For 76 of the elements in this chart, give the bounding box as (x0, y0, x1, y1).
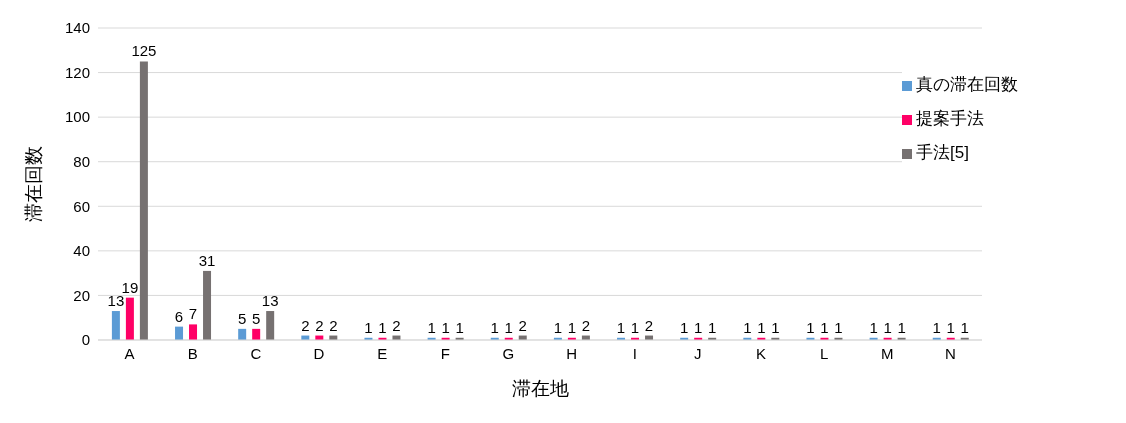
data-label: 1 (708, 318, 717, 336)
y-tick-label: 120 (64, 63, 90, 81)
bar (189, 324, 198, 340)
data-label: 1 (932, 318, 941, 336)
data-label: 1 (694, 318, 703, 336)
y-tick-label: 100 (64, 108, 90, 126)
data-label: 1 (897, 318, 906, 336)
x-tick-label: J (694, 344, 702, 362)
y-tick-label: 20 (73, 286, 90, 304)
data-label: 5 (238, 309, 247, 327)
bar (252, 328, 261, 340)
data-label: 1 (743, 318, 752, 336)
x-tick-label: D (313, 344, 325, 362)
x-tick-label: B (187, 344, 198, 362)
x-tick-label: F (440, 344, 450, 362)
bar (266, 311, 275, 340)
data-label: 1 (616, 318, 626, 336)
bar (111, 311, 120, 340)
y-tick-label: 140 (64, 19, 90, 37)
x-tick-label: E (377, 344, 388, 362)
x-tick-label: A (124, 344, 135, 362)
x-tick-label: I (632, 344, 637, 362)
x-tick-label: L (819, 344, 829, 362)
data-label: 2 (392, 316, 401, 334)
data-label: 1 (630, 318, 640, 336)
x-axis-title: 滞在地 (511, 378, 569, 399)
data-label: 1 (378, 318, 387, 336)
bar (175, 326, 184, 340)
y-tick-label: 80 (73, 153, 90, 171)
x-tick-label: K (755, 344, 767, 362)
data-label: 2 (315, 316, 324, 334)
y-axis-title: 滞在回数 (22, 146, 44, 222)
data-label: 1 (806, 318, 815, 336)
bar (139, 61, 148, 340)
y-tick-label: 40 (73, 242, 90, 260)
data-label: 6 (174, 307, 184, 325)
y-tick-label: 0 (81, 331, 90, 349)
data-label: 2 (518, 316, 527, 334)
data-label: 1 (820, 318, 829, 336)
data-label: 1 (567, 318, 577, 336)
legend-label: 真の滞在回数 (916, 75, 1018, 94)
data-label: 5 (252, 309, 261, 327)
y-tick-label: 60 (73, 197, 90, 215)
data-label: 7 (188, 305, 198, 323)
x-tick-label: G (502, 344, 515, 362)
bar (203, 270, 212, 340)
data-label: 2 (581, 316, 591, 334)
data-label: 1 (771, 318, 780, 336)
data-label: 1 (680, 318, 689, 336)
data-label: 1 (960, 318, 969, 336)
legend-label: 手法[5] (916, 143, 969, 162)
data-label: 1 (364, 318, 373, 336)
x-tick-label: M (881, 344, 894, 362)
x-tick-label: C (250, 344, 262, 362)
x-tick-label: N (945, 344, 956, 362)
data-label: 1 (490, 318, 499, 336)
data-label: 2 (644, 316, 654, 334)
bar (238, 328, 247, 340)
data-label: 1 (834, 318, 843, 336)
data-label: 1 (427, 318, 436, 336)
data-label: 125 (131, 42, 157, 60)
legend-label: 提案手法 (916, 109, 984, 128)
data-label: 31 (198, 251, 216, 269)
data-label: 1 (553, 318, 563, 336)
bar (125, 297, 134, 340)
data-label: 1 (504, 318, 513, 336)
data-label: 1 (946, 318, 955, 336)
x-tick-label: H (566, 344, 577, 362)
data-label: 1 (883, 318, 892, 336)
data-label: 1 (757, 318, 766, 336)
data-label: 1 (869, 318, 878, 336)
data-label: 1 (441, 318, 450, 336)
data-label: 13 (261, 292, 279, 310)
data-label: 1 (455, 318, 464, 336)
data-label: 2 (301, 316, 310, 334)
data-label: 2 (329, 316, 338, 334)
